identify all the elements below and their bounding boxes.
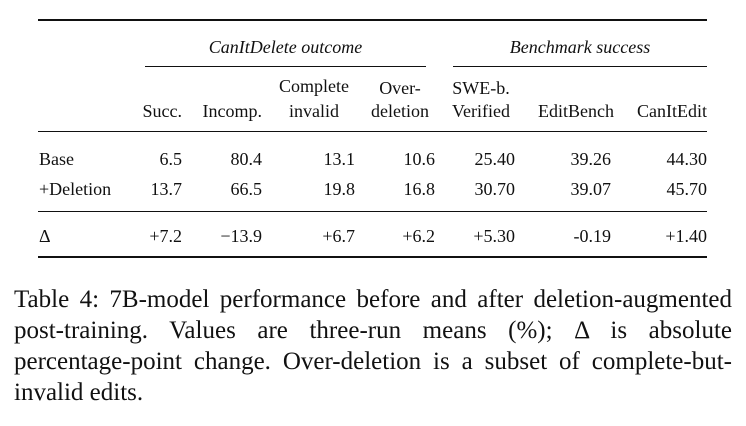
column-header-editbench: EditBench: [538, 101, 614, 121]
top-rule: [38, 19, 707, 21]
column-header-incomp: Incomp.: [202, 101, 262, 121]
delta-rule: [38, 211, 707, 212]
bottom-rule: [38, 256, 707, 258]
header-rule: [38, 131, 707, 132]
cell-deletion-canitedit: 45.70: [666, 179, 708, 199]
cell-delta-succ: +7.2: [149, 226, 182, 246]
row-label-deletion: +Deletion: [39, 179, 112, 199]
cell-base-editbench: 39.26: [570, 149, 612, 169]
cell-base-swe: 25.40: [474, 149, 516, 169]
cell-delta-incomp: −13.9: [220, 226, 262, 246]
cell-delta-editbench: -0.19: [573, 226, 612, 246]
column-header-overdeletion-line1: Over-: [379, 78, 421, 98]
cell-delta-canitedit: +1.40: [665, 226, 707, 246]
cell-deletion-complete-invalid: 19.8: [323, 179, 356, 199]
column-header-canitedit: CanItEdit: [637, 101, 707, 121]
cell-delta-swe: +5.30: [473, 226, 515, 246]
cell-deletion-editbench: 39.07: [570, 179, 612, 199]
cell-base-incomp: 80.4: [230, 149, 263, 169]
cell-base-complete-invalid: 13.1: [323, 149, 356, 169]
cell-base-succ: 6.5: [159, 149, 183, 169]
column-header-overdeletion-line2: deletion: [371, 101, 429, 121]
cell-delta-complete-invalid: +6.7: [322, 226, 355, 246]
table-caption: Table 4: 7B-model performance before and…: [14, 286, 732, 406]
cell-deletion-succ: 13.7: [150, 179, 183, 199]
group-header-canitdelete: CanItDelete outcome: [208, 37, 363, 57]
row-label-delta: Δ: [39, 226, 51, 246]
group-rule-canitdelete: [145, 66, 426, 67]
cell-base-overdeletion: 10.6: [403, 149, 436, 169]
column-header-succ: Succ.: [142, 101, 183, 121]
column-header-swe-line2: Verified: [452, 101, 510, 121]
row-label-base: Base: [39, 149, 74, 169]
group-header-benchmark: Benchmark success: [509, 37, 651, 57]
cell-base-canitedit: 44.30: [666, 149, 708, 169]
cell-deletion-swe: 30.70: [474, 179, 516, 199]
column-header-swe-line1: SWE-b.: [452, 78, 510, 98]
column-header-complete-line2: invalid: [289, 101, 339, 121]
cell-delta-overdeletion: +6.2: [402, 226, 435, 246]
group-rule-benchmark: [453, 66, 707, 67]
column-header-complete-line1: Complete: [279, 76, 349, 96]
cell-deletion-overdeletion: 16.8: [403, 179, 436, 199]
cell-deletion-incomp: 66.5: [230, 179, 263, 199]
